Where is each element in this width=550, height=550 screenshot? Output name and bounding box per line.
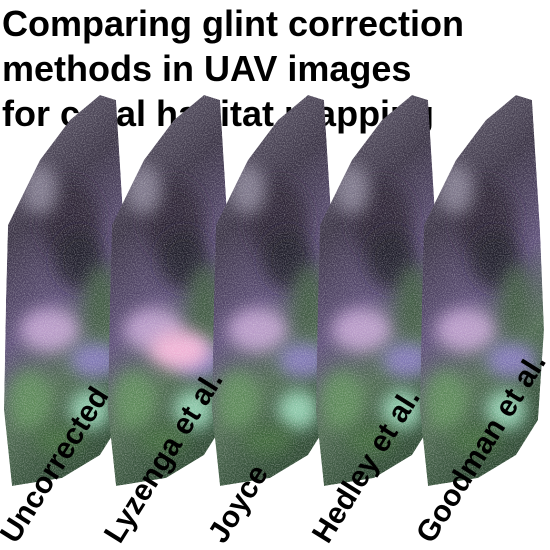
- title-line: methods in UAV images: [2, 48, 411, 89]
- image-strip: [4, 95, 128, 486]
- image-strip: [420, 95, 544, 486]
- title-line: Comparing glint correction: [2, 3, 464, 44]
- panel-label: Joyce: [202, 459, 275, 549]
- image-strip: [108, 95, 232, 486]
- image-strips: [4, 95, 544, 486]
